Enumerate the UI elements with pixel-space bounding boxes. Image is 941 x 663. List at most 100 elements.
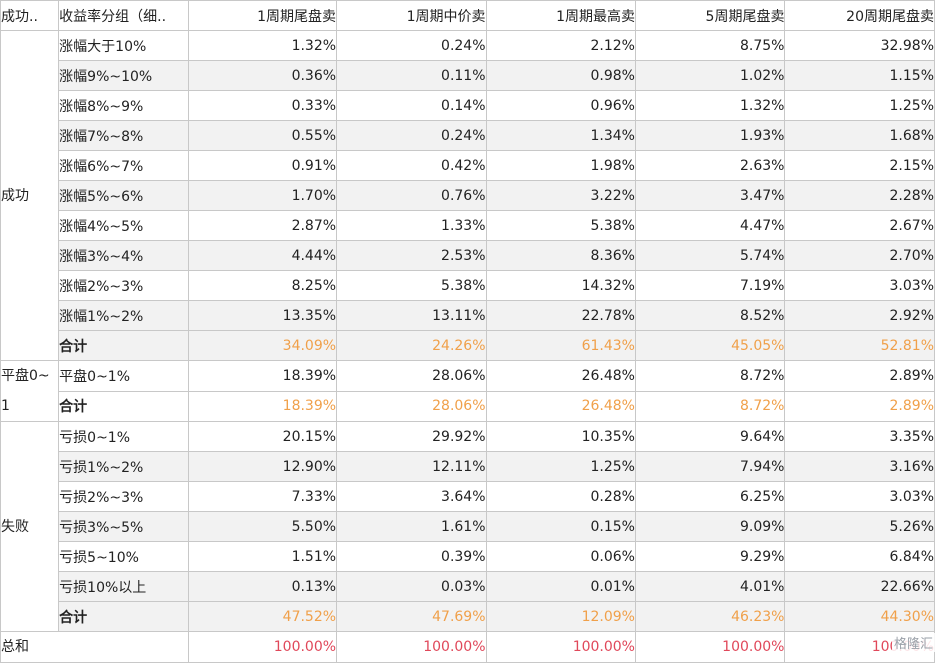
grand-total-value: 100.00% xyxy=(485,631,636,663)
table-row: 涨幅2%~3% 8.25% 5.38% 14.32% 7.19% 3.03% xyxy=(1,270,935,301)
category-cell: 失败 xyxy=(0,421,60,632)
header-1period-high[interactable]: 1周期最高卖 xyxy=(485,0,636,31)
grand-total-value: 100.00% xyxy=(336,631,487,663)
value-cell: 0.11% xyxy=(336,60,487,91)
value-cell: 2.28% xyxy=(784,180,935,211)
value-cell: 0.98% xyxy=(485,60,636,91)
header-row: 成功.. 收益率分组（细.. 1周期尾盘卖 1周期中价卖 1周期最高卖 5周期尾… xyxy=(0,0,935,31)
value-cell: 2.92% xyxy=(784,300,935,331)
table-row: 涨幅9%~10% 0.36% 0.11% 0.98% 1.02% 1.15% xyxy=(1,60,935,91)
value-cell: 26.48% xyxy=(485,390,636,422)
value-cell: 4.44% xyxy=(187,240,338,271)
value-cell: 13.11% xyxy=(336,300,487,331)
table-row: 失败 亏损0~1% 20.15% 29.92% 10.35% 9.64% 3.35% xyxy=(0,421,935,632)
value-cell: 0.28% xyxy=(485,481,636,512)
value-cell: 0.33% xyxy=(187,90,338,121)
group-label: 平盘0~1% xyxy=(58,360,189,392)
value-cell: 6.84% xyxy=(784,541,935,572)
value-cell: 5.38% xyxy=(485,210,636,241)
group-label: 合计 xyxy=(58,330,189,361)
value-cell: 26.48% xyxy=(485,360,636,392)
header-1period-close[interactable]: 1周期尾盘卖 xyxy=(187,0,338,31)
value-cell: 8.36% xyxy=(485,240,636,271)
group-label: 涨幅6%~7% xyxy=(58,150,189,181)
header-category[interactable]: 成功.. xyxy=(0,0,60,31)
value-cell: 9.29% xyxy=(634,541,786,572)
grand-total-label: 总和 xyxy=(0,631,189,663)
group-label: 涨幅8%~9% xyxy=(58,90,189,121)
value-cell: 8.72% xyxy=(634,390,786,422)
value-cell: 0.96% xyxy=(485,90,636,121)
table-row: 涨幅4%~5% 2.87% 1.33% 5.38% 4.47% 2.67% xyxy=(1,210,935,241)
value-cell: 6.25% xyxy=(634,481,786,512)
value-cell: 2.67% xyxy=(784,210,935,241)
value-cell: 0.13% xyxy=(187,571,338,602)
header-return-group[interactable]: 收益率分组（细.. xyxy=(58,0,189,31)
value-cell: 9.64% xyxy=(634,421,786,452)
value-cell: 0.06% xyxy=(485,541,636,572)
group-label: 亏损1%~2% xyxy=(58,451,189,482)
value-cell: 3.03% xyxy=(784,481,935,512)
value-cell: 1.25% xyxy=(485,451,636,482)
value-cell: 1.93% xyxy=(634,120,786,151)
value-cell: 0.76% xyxy=(336,180,487,211)
value-cell: 22.78% xyxy=(485,300,636,331)
value-cell: 1.32% xyxy=(187,30,338,61)
value-cell: 1.68% xyxy=(784,120,935,151)
value-cell: 46.23% xyxy=(634,601,786,632)
table-row: 亏损5~10% 1.51% 0.39% 0.06% 9.29% 6.84% xyxy=(1,541,935,572)
header-20period-close[interactable]: 20周期尾盘卖 xyxy=(784,0,935,31)
grand-total-value: 100.00% xyxy=(634,631,786,663)
value-cell: 5.26% xyxy=(784,511,935,542)
value-cell: 9.09% xyxy=(634,511,786,542)
table-row: 涨幅3%~4% 4.44% 2.53% 8.36% 5.74% 2.70% xyxy=(1,240,935,271)
value-cell: 0.42% xyxy=(336,150,487,181)
group-label: 亏损2%~3% xyxy=(58,481,189,512)
value-cell: 4.47% xyxy=(634,210,786,241)
group-label: 合计 xyxy=(58,601,189,632)
value-cell: 1.02% xyxy=(634,60,786,91)
value-cell: 2.15% xyxy=(784,150,935,181)
table-row: 涨幅5%~6% 1.70% 0.76% 3.22% 3.47% 2.28% xyxy=(1,180,935,211)
group-label: 涨幅7%~8% xyxy=(58,120,189,151)
value-cell: 3.35% xyxy=(784,421,935,452)
value-cell: 3.03% xyxy=(784,270,935,301)
value-cell: 2.89% xyxy=(784,390,935,422)
value-cell: 8.72% xyxy=(634,360,786,392)
value-cell: 1.61% xyxy=(336,511,487,542)
header-5period-close[interactable]: 5周期尾盘卖 xyxy=(634,0,786,31)
group-label: 亏损10%以上 xyxy=(58,571,189,602)
header-1period-mid[interactable]: 1周期中价卖 xyxy=(336,0,487,31)
value-cell: 0.24% xyxy=(336,120,487,151)
table-row: 平盘0~1 平盘0~1% 18.39% 28.06% 26.48% 8.72% 2.89% xyxy=(0,360,935,422)
value-cell: 1.33% xyxy=(336,210,487,241)
total-row: 合计 47.52% 47.69% 12.09% 46.23% 44.30% xyxy=(1,601,935,632)
value-cell: 0.39% xyxy=(336,541,487,572)
value-cell: 22.66% xyxy=(784,571,935,602)
value-cell: 4.01% xyxy=(634,571,786,602)
group-label: 亏损0~1% xyxy=(58,421,189,452)
watermark-logo: 格隆汇 xyxy=(891,633,935,652)
value-cell: 2.70% xyxy=(784,240,935,271)
total-row: 合计 34.09% 24.26% 61.43% 45.05% 52.81% xyxy=(1,330,935,361)
value-cell: 20.15% xyxy=(187,421,338,452)
value-cell: 7.33% xyxy=(187,481,338,512)
group-label: 涨幅5%~6% xyxy=(58,180,189,211)
value-cell: 13.35% xyxy=(187,300,338,331)
value-cell: 45.05% xyxy=(634,330,786,361)
value-cell: 2.89% xyxy=(784,360,935,392)
table-row: 亏损2%~3% 7.33% 3.64% 0.28% 6.25% 3.03% xyxy=(1,481,935,512)
value-cell: 3.64% xyxy=(336,481,487,512)
value-cell: 1.98% xyxy=(485,150,636,181)
table-row: 成功 涨幅大于10% 1.32% 0.24% 2.12% 8.75% 32.98% xyxy=(0,30,935,361)
value-cell: 12.09% xyxy=(485,601,636,632)
value-cell: 0.24% xyxy=(336,30,487,61)
value-cell: 8.52% xyxy=(634,300,786,331)
value-cell: 8.25% xyxy=(187,270,338,301)
value-cell: 24.26% xyxy=(336,330,487,361)
table-row: 涨幅1%~2% 13.35% 13.11% 22.78% 8.52% 2.92% xyxy=(1,300,935,331)
table-row: 亏损10%以上 0.13% 0.03% 0.01% 4.01% 22.66% xyxy=(1,571,935,602)
total-row: 合计 18.39% 28.06% 26.48% 8.72% 2.89% xyxy=(1,390,935,422)
